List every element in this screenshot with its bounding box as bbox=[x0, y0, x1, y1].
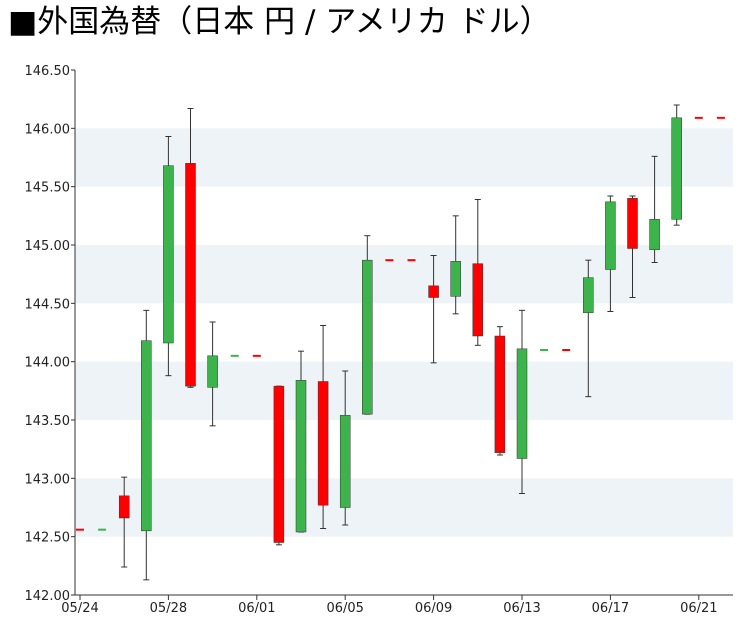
candle-body bbox=[428, 285, 439, 298]
y-tick-label: 146.00 bbox=[25, 122, 71, 137]
candle-05/30 bbox=[207, 321, 218, 427]
candle-body bbox=[317, 381, 329, 506]
candle-06/09 bbox=[428, 255, 439, 364]
candle-06/11 bbox=[472, 199, 484, 346]
grid-band bbox=[75, 245, 733, 304]
candle-body bbox=[671, 117, 682, 220]
page-title: ■外国為替（日本 円 / アメリカ ドル） bbox=[8, 4, 551, 40]
candle-05/27 bbox=[141, 309, 152, 581]
candle-body bbox=[141, 340, 152, 532]
candle-body bbox=[516, 348, 528, 459]
candle-06/04 bbox=[317, 325, 329, 529]
x-tick-label: 05/24 bbox=[61, 601, 98, 616]
candle-body bbox=[494, 335, 506, 453]
grid-band bbox=[75, 361, 733, 420]
x-tick-label: 06/17 bbox=[592, 601, 629, 616]
candle-body bbox=[273, 385, 285, 543]
candle-06/18 bbox=[627, 195, 638, 298]
y-tick-label: 145.00 bbox=[25, 239, 71, 254]
candle-06/13 bbox=[516, 309, 528, 494]
y-tick-label: 143.00 bbox=[25, 472, 71, 487]
candle-body bbox=[339, 415, 351, 508]
y-tick-label: 142.50 bbox=[25, 531, 71, 546]
x-tick-label: 05/28 bbox=[150, 601, 187, 616]
x-tick-label: 06/21 bbox=[680, 601, 717, 616]
candle-body bbox=[118, 495, 130, 519]
candle-05/29 bbox=[185, 108, 196, 388]
candle-06/05 bbox=[339, 370, 351, 526]
grid-band bbox=[75, 478, 733, 537]
candle-body bbox=[362, 259, 373, 415]
candle-body bbox=[583, 277, 594, 313]
candle-body bbox=[649, 219, 660, 250]
x-tick-label: 06/09 bbox=[415, 601, 452, 616]
candle-body bbox=[450, 261, 461, 297]
x-tick-label: 06/13 bbox=[503, 601, 540, 616]
y-tick-label: 144.50 bbox=[25, 297, 71, 312]
candle-body bbox=[627, 198, 638, 249]
candle-body bbox=[605, 201, 616, 270]
grid-band bbox=[75, 128, 733, 187]
candle-06/19 bbox=[649, 155, 660, 263]
y-tick-label: 143.50 bbox=[25, 414, 71, 429]
candle-body bbox=[295, 380, 307, 533]
candle-06/03 bbox=[295, 350, 307, 533]
candle-06/02 bbox=[273, 385, 285, 546]
x-tick-label: 06/01 bbox=[238, 601, 275, 616]
candle-05/28 bbox=[163, 136, 174, 377]
candle-06/16 bbox=[583, 259, 594, 398]
candle-body bbox=[163, 165, 174, 344]
candle-body bbox=[472, 263, 484, 337]
candle-05/26 bbox=[118, 476, 130, 568]
candle-06/17 bbox=[605, 195, 616, 312]
candle-06/12 bbox=[494, 326, 506, 456]
candle-06/06 bbox=[362, 235, 373, 415]
y-tick-label: 144.00 bbox=[25, 356, 71, 371]
y-tick-label: 146.50 bbox=[25, 64, 71, 79]
candle-06/10 bbox=[450, 215, 461, 315]
candle-06/20 bbox=[671, 104, 682, 226]
y-tick-label: 145.50 bbox=[25, 181, 71, 196]
candle-body bbox=[185, 163, 196, 387]
x-tick-label: 06/05 bbox=[326, 601, 363, 616]
candle-body bbox=[207, 355, 218, 388]
y-tick-label: 142.00 bbox=[25, 589, 71, 604]
